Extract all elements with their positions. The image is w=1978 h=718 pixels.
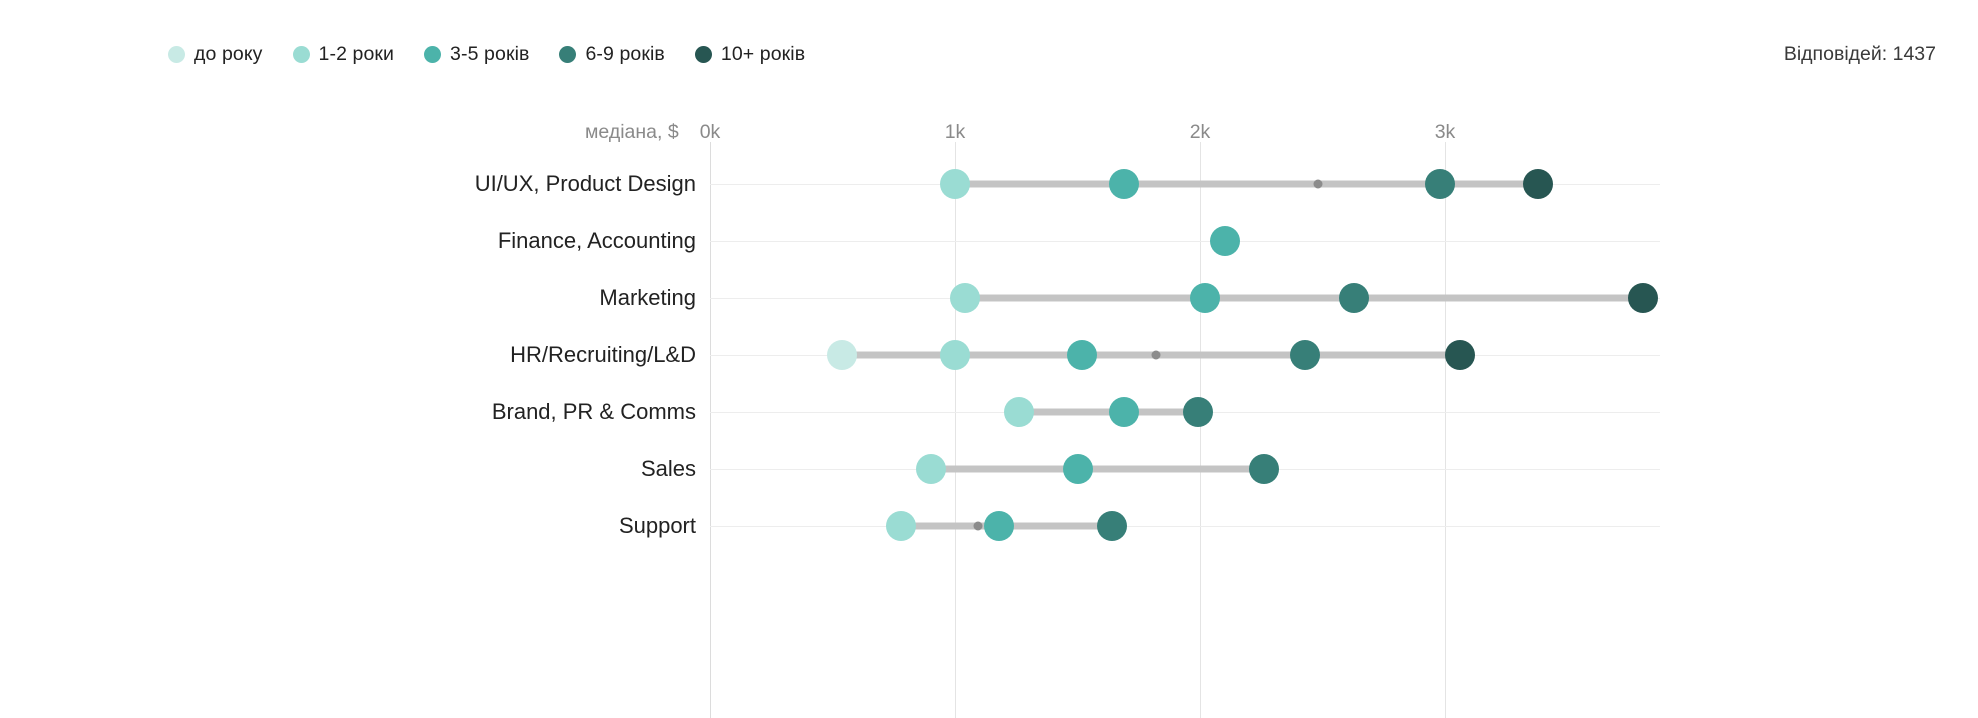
category-label: Marketing	[599, 285, 696, 310]
responses-count: Відповідей: 1437	[1783, 43, 1936, 65]
range-connector	[1367, 294, 1631, 302]
category-label: Brand, PR & Comms	[491, 399, 696, 424]
data-point-dot[interactable]	[1523, 169, 1554, 199]
data-point-dot[interactable]	[1109, 169, 1140, 199]
legend-item-5[interactable]: 10+ років	[694, 40, 806, 68]
legend-swatch-icon	[292, 45, 310, 63]
legend-swatch-icon	[424, 45, 442, 63]
vertical-gridline	[955, 142, 956, 718]
range-connector	[1217, 294, 1342, 302]
x-tick-label: 1k	[944, 121, 966, 143]
category-label: Sales	[640, 456, 696, 481]
data-point-dot[interactable]	[1109, 397, 1140, 427]
data-point-dot[interactable]	[949, 283, 980, 313]
category-label: Finance, Accounting	[497, 228, 696, 253]
data-point-dot[interactable]	[1425, 169, 1456, 199]
data-point-dot[interactable]	[1209, 226, 1240, 256]
data-point-dot[interactable]	[1290, 340, 1321, 370]
legend-item-label: 6-9 років	[585, 42, 665, 65]
vertical-gridline	[1200, 142, 1201, 718]
x-tick-label: 3k	[1434, 121, 1456, 143]
x-tick-label: 2k	[1189, 121, 1211, 143]
legend-bar: до року 1-2 роки 3-5 років 6-9 років 10+ рок…	[0, 0, 1978, 84]
range-connector	[914, 522, 987, 530]
range-connector	[1453, 180, 1526, 188]
data-point-dot[interactable]	[1628, 283, 1659, 313]
vertical-gridline	[1445, 142, 1446, 718]
legend-item-label: 10+ років	[720, 42, 806, 65]
data-point-dot[interactable]	[1003, 397, 1034, 427]
category-label: UI/UX, Product Design	[474, 171, 696, 196]
data-point-dot[interactable]	[1444, 340, 1475, 370]
range-connector	[1012, 522, 1099, 530]
legend-item-label: до року	[194, 42, 263, 65]
legend-item-2[interactable]: 1-2 роки	[292, 40, 395, 68]
legend-item-3[interactable]: 3-5 років	[424, 40, 529, 68]
data-point-dot[interactable]	[1062, 454, 1093, 484]
category-label: Support	[618, 513, 696, 538]
legend-swatch-icon	[168, 45, 185, 63]
legend-item-1[interactable]: до року	[168, 40, 263, 68]
x-axis-title: медіана, $	[585, 121, 679, 143]
range-connector	[1095, 351, 1293, 359]
data-point-dot[interactable]	[940, 169, 970, 199]
data-point-dot[interactable]	[1067, 340, 1098, 370]
legend-item-label: 3-5 років	[450, 42, 530, 65]
outlier-dot	[973, 521, 983, 531]
dot-plot-chart: медіана, $ 0k 1k 2k 3k UI/UX, Product Desig…	[0, 84, 1978, 718]
range-connector	[943, 465, 1065, 473]
range-connector	[977, 294, 1192, 302]
range-connector	[1137, 408, 1185, 416]
outlier-dot	[1313, 179, 1323, 189]
horizontal-gridline	[710, 526, 1660, 527]
legend-item-4[interactable]: 6-9 років	[559, 40, 665, 68]
range-connector	[968, 180, 1112, 188]
horizontal-gridline	[710, 241, 1660, 242]
data-point-dot[interactable]	[1339, 283, 1370, 313]
legend: до року 1-2 роки 3-5 років 6-9 років 10+ рок…	[168, 40, 805, 68]
data-point-dot[interactable]	[984, 511, 1015, 541]
data-point-dot[interactable]	[1248, 454, 1279, 484]
range-connector	[1137, 180, 1428, 188]
range-connector	[1090, 465, 1251, 473]
data-point-dot[interactable]	[915, 454, 946, 484]
range-connector	[1031, 408, 1112, 416]
x-tick-label: 0k	[699, 121, 721, 143]
legend-item-label: 1-2 роки	[318, 42, 395, 65]
data-point-dot[interactable]	[1189, 283, 1220, 313]
range-connector	[855, 351, 942, 359]
data-point-dot[interactable]	[1182, 397, 1213, 427]
data-point-dot[interactable]	[886, 511, 917, 541]
vertical-gridline	[710, 142, 711, 718]
data-point-dot[interactable]	[1096, 511, 1127, 541]
range-connector	[1318, 351, 1447, 359]
outlier-dot	[1151, 350, 1161, 360]
data-point-dot[interactable]	[827, 340, 858, 370]
range-connector	[968, 351, 1070, 359]
legend-swatch-icon	[559, 45, 577, 63]
category-label: HR/Recruiting/L&D	[510, 342, 696, 367]
legend-swatch-icon	[694, 45, 712, 63]
data-point-dot[interactable]	[940, 340, 970, 370]
